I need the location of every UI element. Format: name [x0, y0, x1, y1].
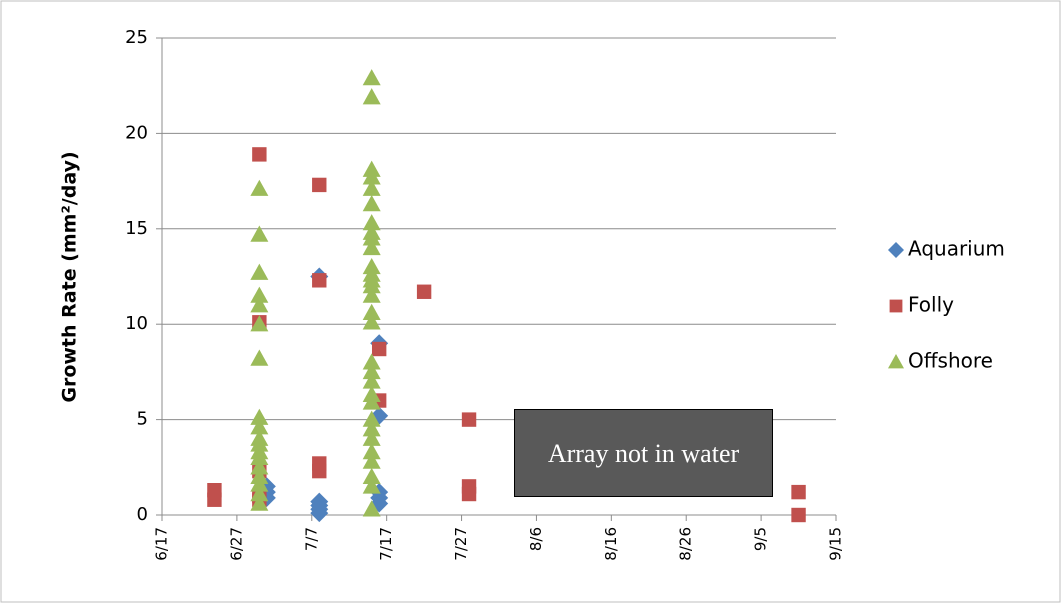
data-point	[362, 420, 381, 437]
data-point	[362, 467, 381, 485]
data-point	[250, 408, 269, 425]
data-point	[250, 349, 269, 366]
data-point	[362, 286, 381, 303]
data-point	[461, 412, 477, 427]
data-point	[362, 452, 381, 469]
legend-marker	[888, 242, 904, 258]
data-point	[250, 494, 269, 511]
data-point	[362, 500, 381, 517]
data-point	[250, 296, 269, 313]
data-point	[362, 313, 381, 330]
data-point	[312, 177, 327, 193]
data-point	[362, 443, 381, 460]
y-axis-label: Growth Rate (mm²/day)	[59, 151, 81, 402]
data-point	[250, 418, 269, 435]
data-point	[362, 477, 381, 494]
legend-label: Offshore	[908, 349, 993, 373]
data-point	[250, 485, 269, 502]
y-tick-label: 20	[125, 122, 148, 143]
data-point	[362, 393, 381, 410]
annotation: Array not in water	[514, 409, 773, 497]
data-point	[250, 475, 269, 492]
data-point	[362, 238, 381, 256]
data-point	[371, 341, 387, 357]
data-point	[362, 362, 381, 380]
x-tick-label: 6/27	[227, 527, 245, 561]
data-point	[250, 448, 269, 465]
data-point	[207, 492, 222, 507]
y-tick-label: 10	[125, 313, 148, 334]
x-tick-label: 7/27	[452, 527, 470, 561]
x-tick-label: 8/26	[677, 527, 695, 561]
data-point	[362, 88, 381, 105]
x-tick-label: 9/5	[752, 527, 770, 551]
x-tick-label: 6/17	[153, 527, 171, 561]
data-point	[416, 284, 432, 299]
data-point	[791, 484, 806, 500]
data-point	[362, 168, 381, 185]
data-point	[312, 463, 327, 479]
y-tick-label: 0	[137, 504, 148, 525]
data-point	[362, 179, 381, 196]
data-point	[362, 353, 381, 370]
data-point	[250, 263, 269, 280]
data-point	[310, 504, 329, 523]
y-tick-label: 15	[125, 218, 148, 239]
data-point	[362, 214, 381, 231]
data-point	[250, 315, 269, 332]
legend-marker	[889, 299, 903, 313]
data-point	[362, 372, 381, 389]
data-point	[362, 429, 381, 446]
data-point	[252, 147, 267, 162]
legend-label: Aquarium	[908, 237, 1005, 261]
y-tick-label: 25	[125, 27, 148, 48]
data-point	[362, 303, 381, 320]
data-point	[250, 179, 269, 196]
data-point	[362, 410, 381, 427]
x-tick-label: 8/6	[527, 527, 545, 551]
y-tick-label: 5	[137, 409, 148, 430]
legend-marker	[888, 354, 904, 369]
data-point	[250, 458, 269, 475]
x-tick-label: 9/15	[827, 527, 845, 561]
x-tick-label: 8/16	[602, 527, 620, 561]
data-point	[250, 225, 269, 242]
x-tick-label: 7/17	[377, 527, 395, 561]
data-point	[362, 194, 381, 212]
data-point	[791, 507, 806, 523]
data-point	[250, 286, 269, 303]
data-point	[312, 273, 327, 288]
data-point	[362, 229, 381, 246]
data-point	[461, 486, 477, 502]
x-tick-label: 7/7	[302, 527, 320, 551]
legend-label: Folly	[908, 293, 954, 317]
data-point	[362, 277, 381, 294]
data-point	[362, 69, 381, 86]
